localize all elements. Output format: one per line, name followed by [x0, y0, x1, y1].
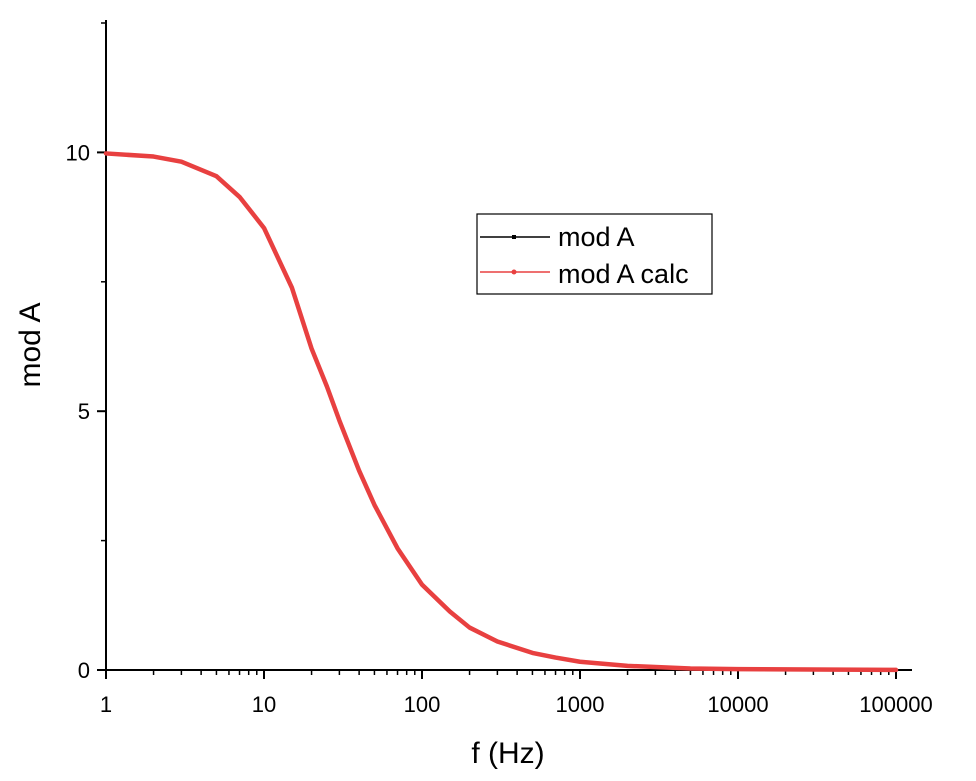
axes — [105, 20, 912, 671]
series-lines — [103, 151, 899, 673]
x-tick-label: 1 — [100, 692, 112, 717]
series-line-mod-a-calc — [103, 151, 899, 673]
x-tick-label: 10000 — [707, 692, 768, 717]
y-tick-label: 10 — [66, 140, 90, 165]
legend-label-mod-a: mod A — [558, 222, 635, 252]
legend-marker-mod-a-calc — [511, 269, 517, 275]
ticks — [97, 22, 897, 679]
x-tick-label: 10 — [252, 692, 276, 717]
legend-marker-mod-a — [512, 235, 516, 239]
y-tick-label: 0 — [78, 658, 90, 683]
legend: mod A mod A calc — [476, 213, 713, 295]
y-tick-label: 5 — [78, 399, 90, 424]
y-axis-title: mod A — [14, 302, 47, 387]
x-tick-label: 100000 — [859, 692, 932, 717]
x-axis-title: f (Hz) — [471, 737, 544, 770]
x-tick-label: 100 — [404, 692, 441, 717]
tick-labels: 1 10 100 1000 10000 100000 0 5 10 — [66, 140, 933, 717]
x-tick-label: 1000 — [556, 692, 605, 717]
legend-label-mod-a-calc: mod A calc — [558, 259, 689, 289]
legend-box — [476, 213, 713, 295]
